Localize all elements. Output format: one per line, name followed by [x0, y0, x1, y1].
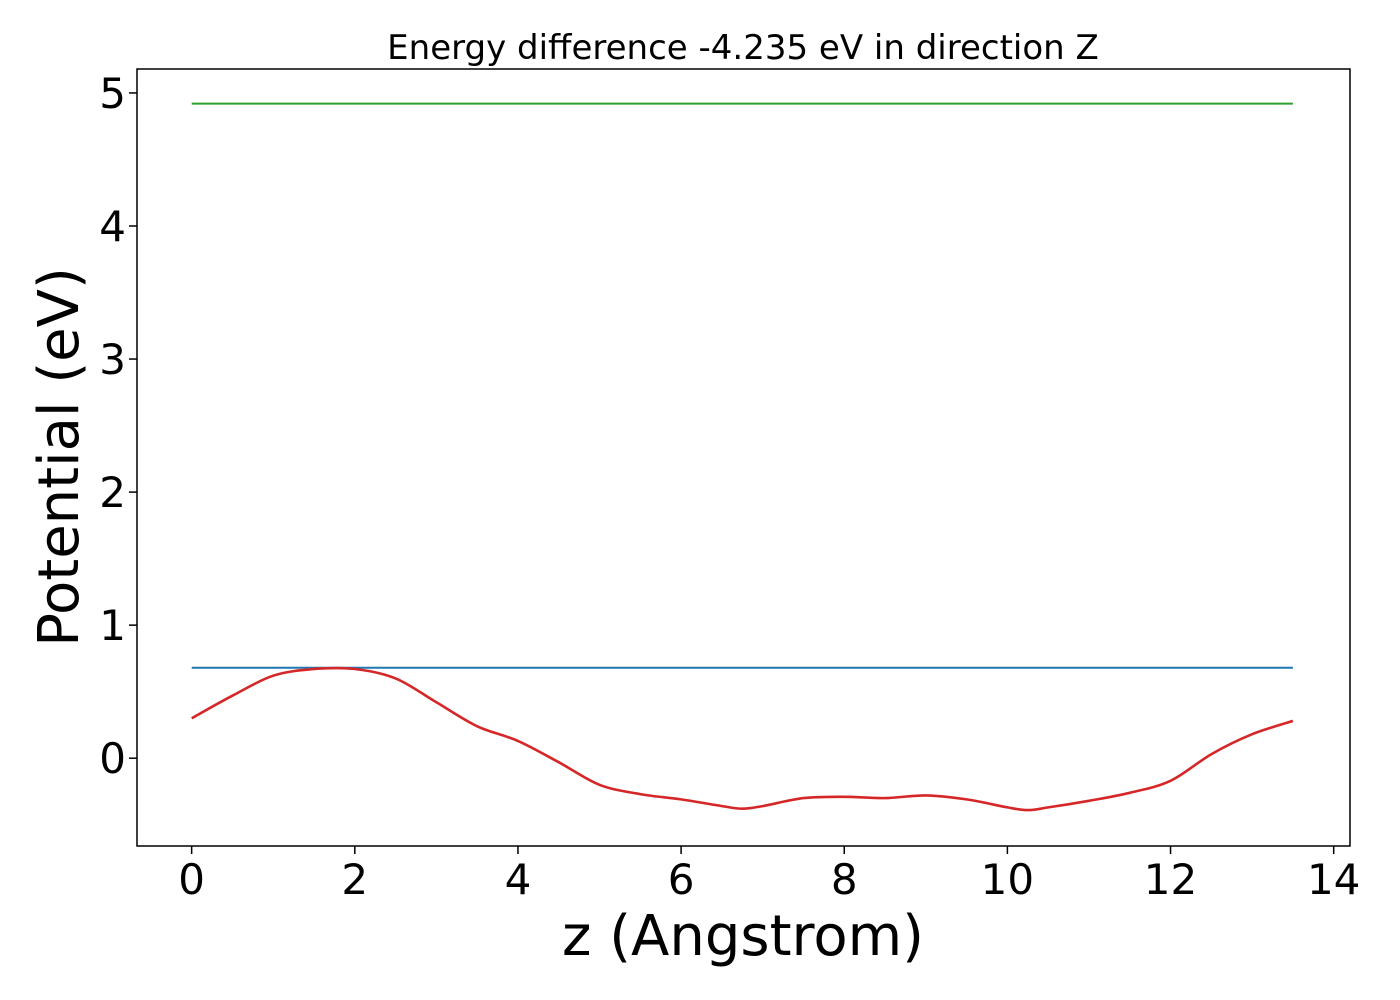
y-tick-label: 1 — [99, 601, 126, 650]
chart-title: Energy difference -4.235 eV in direction… — [387, 28, 1099, 68]
x-tick-label: 2 — [341, 855, 368, 904]
x-tick-label: 12 — [1144, 855, 1197, 904]
y-tick-label: 3 — [99, 335, 126, 384]
x-tick-label: 6 — [668, 855, 695, 904]
y-tick-label: 4 — [99, 202, 126, 251]
series-line-3 — [191, 666, 1294, 812]
x-axis-ticks: 0 2 4 6 8 10 12 14 — [178, 846, 1360, 904]
x-tick-label: 0 — [178, 855, 205, 904]
plot-frame — [136, 68, 1351, 847]
y-tick-label: 2 — [99, 468, 126, 517]
y-axis-label: Potential (eV) — [27, 267, 92, 647]
y-tick-label: 0 — [99, 734, 126, 783]
x-tick-label: 4 — [505, 855, 532, 904]
y-tick-label: 5 — [99, 69, 126, 118]
plot-lines — [191, 102, 1294, 812]
x-axis-label: z (Angstrom) — [562, 904, 924, 969]
x-tick-label: 10 — [981, 855, 1034, 904]
x-tick-label: 14 — [1307, 855, 1360, 904]
y-axis-ticks: 0 1 2 3 4 5 — [99, 69, 137, 783]
x-tick-label: 8 — [831, 855, 858, 904]
